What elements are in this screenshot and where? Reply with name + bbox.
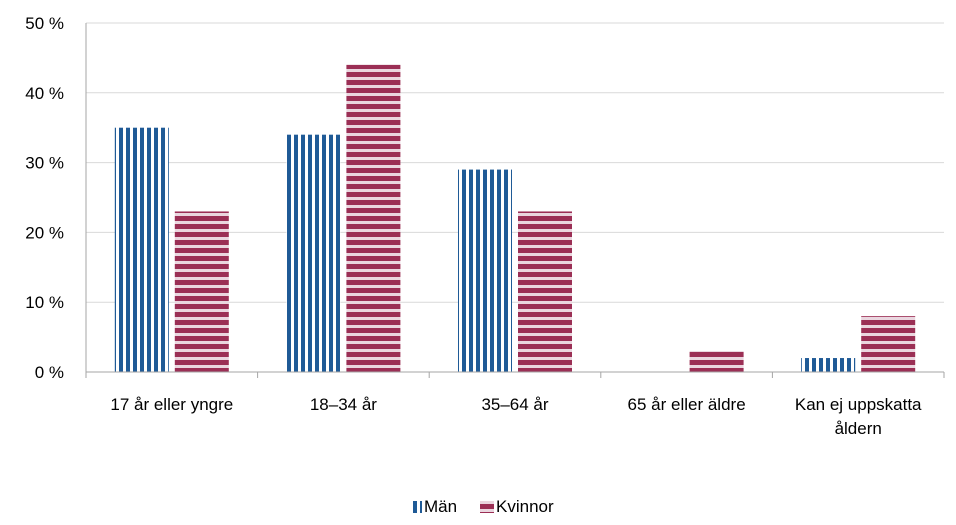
- bar-kvinnor: [174, 211, 229, 372]
- bar-man: [801, 358, 856, 372]
- x-category-label: åldern: [835, 419, 882, 438]
- bar-man: [458, 169, 512, 372]
- bar-man: [286, 134, 341, 372]
- x-category-label: 65 år eller äldre: [628, 395, 746, 414]
- bar-kvinnor: [518, 211, 572, 372]
- x-category-label: Kan ej uppskatta: [795, 395, 922, 414]
- bar-kvinnor: [689, 351, 744, 372]
- bar-kvinnor: [861, 316, 916, 372]
- x-category-label: 35–64 år: [481, 395, 548, 414]
- y-tick-label: 10 %: [25, 293, 64, 312]
- y-tick-label: 20 %: [25, 223, 64, 242]
- y-tick-label: 50 %: [25, 14, 64, 33]
- x-category-label: 18–34 år: [310, 395, 377, 414]
- legend-label: Kvinnor: [496, 497, 554, 516]
- y-tick-label: 30 %: [25, 154, 64, 173]
- bar-man: [114, 127, 169, 372]
- y-tick-label: 0 %: [35, 363, 64, 382]
- legend-swatch-man: [410, 501, 422, 513]
- legend-label: Män: [424, 497, 457, 516]
- bar-kvinnor: [346, 64, 401, 372]
- legend-swatch-kvinnor: [480, 501, 494, 513]
- x-category-label: 17 år eller yngre: [110, 395, 233, 414]
- y-tick-label: 40 %: [25, 84, 64, 103]
